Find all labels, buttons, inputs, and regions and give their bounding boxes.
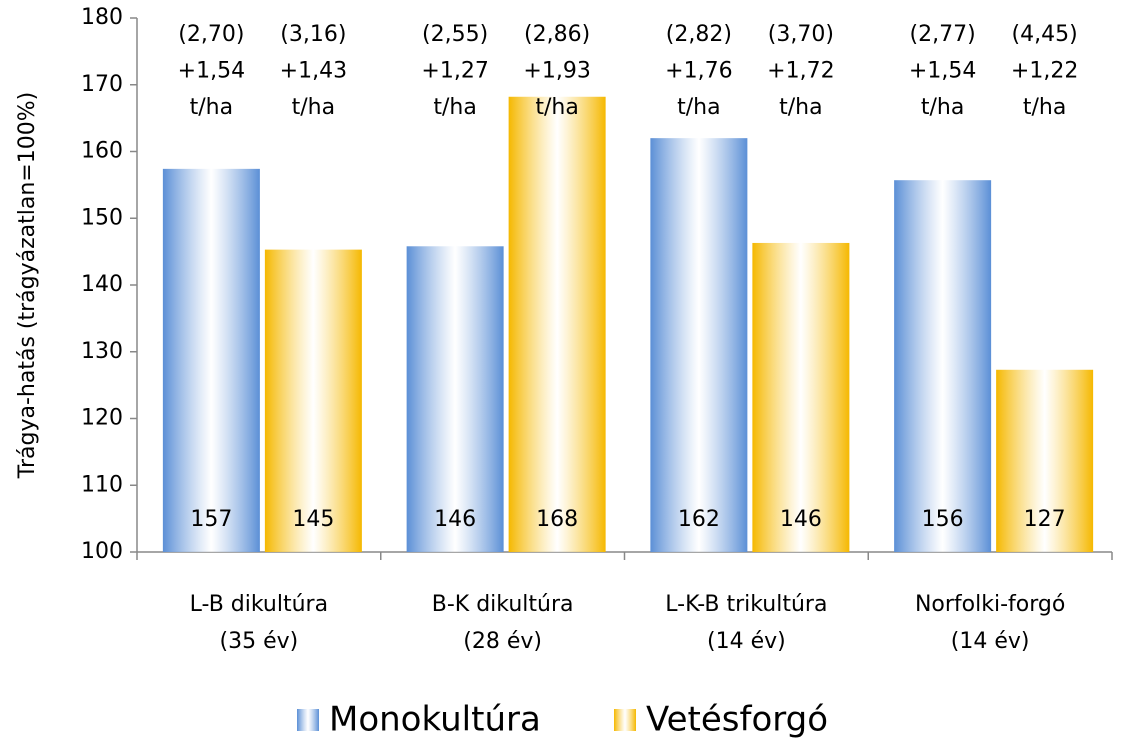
annotation: t/ha bbox=[1023, 95, 1066, 120]
y-tick-label: 150 bbox=[81, 205, 123, 230]
annotation: t/ha bbox=[535, 95, 578, 120]
y-tick-label: 180 bbox=[81, 5, 123, 30]
annotation: t/ha bbox=[677, 95, 720, 120]
annotation: +1,22 bbox=[1011, 59, 1078, 84]
value-label: 146 bbox=[780, 507, 822, 532]
bar bbox=[508, 96, 606, 552]
annotation: +1,54 bbox=[909, 59, 976, 84]
annotation: t/ha bbox=[433, 95, 476, 120]
y-tick-label: 120 bbox=[81, 406, 123, 431]
annotation: +1,27 bbox=[421, 59, 488, 84]
annotation: +1,54 bbox=[178, 59, 245, 84]
value-label: 146 bbox=[434, 507, 476, 532]
value-label: 127 bbox=[1024, 507, 1066, 532]
bar bbox=[162, 168, 260, 553]
annotation: t/ha bbox=[779, 95, 822, 120]
annotation: +1,43 bbox=[280, 59, 347, 84]
annotation: +1,93 bbox=[523, 59, 590, 84]
annotation: (4,45) bbox=[1012, 22, 1078, 47]
x-tick-label: L-B dikultúra bbox=[190, 592, 328, 617]
bar bbox=[264, 249, 362, 552]
x-tick-label: (28 év) bbox=[463, 629, 542, 654]
bar bbox=[894, 180, 992, 552]
annotation: (2,70) bbox=[178, 22, 244, 47]
y-tick-label: 110 bbox=[81, 472, 123, 497]
y-tick-label: 160 bbox=[81, 139, 123, 164]
value-label: 168 bbox=[536, 507, 578, 532]
annotation: (2,55) bbox=[422, 22, 488, 47]
value-label: 156 bbox=[922, 507, 964, 532]
annotation: +1,72 bbox=[767, 59, 834, 84]
x-tick-label: (14 év) bbox=[707, 629, 786, 654]
bar bbox=[996, 369, 1094, 552]
y-tick-label: 130 bbox=[81, 339, 123, 364]
bar bbox=[406, 246, 504, 552]
bar bbox=[650, 138, 748, 552]
value-label: 162 bbox=[678, 507, 720, 532]
x-tick-label: (35 év) bbox=[220, 629, 299, 654]
legend-label: Vetésforgó bbox=[646, 700, 828, 739]
annotation: (2,86) bbox=[524, 22, 590, 47]
legend-swatch bbox=[297, 709, 319, 731]
y-tick-label: 140 bbox=[81, 272, 123, 297]
y-tick-label: 100 bbox=[81, 539, 123, 564]
bar bbox=[752, 242, 850, 552]
y-tick-label: 170 bbox=[81, 72, 123, 97]
x-tick-label: (14 év) bbox=[951, 629, 1030, 654]
x-tick-label: L-K-B trikultúra bbox=[665, 592, 827, 617]
annotation: (3,70) bbox=[768, 22, 834, 47]
annotation: t/ha bbox=[190, 95, 233, 120]
annotation: (2,82) bbox=[666, 22, 732, 47]
x-tick-label: B-K dikultúra bbox=[432, 592, 574, 617]
value-label: 157 bbox=[190, 507, 232, 532]
annotation: t/ha bbox=[921, 95, 964, 120]
value-label: 145 bbox=[292, 507, 334, 532]
annotation: (2,77) bbox=[910, 22, 976, 47]
annotation: +1,76 bbox=[665, 59, 732, 84]
y-axis-label: Trágya-hatás (trágyázatlan=100%) bbox=[15, 92, 40, 479]
legend-label: Monokultúra bbox=[329, 700, 541, 739]
legend-swatch bbox=[614, 709, 636, 731]
x-tick-label: Norfolki-forgó bbox=[915, 592, 1065, 617]
annotation: t/ha bbox=[292, 95, 335, 120]
annotation: (3,16) bbox=[280, 22, 346, 47]
